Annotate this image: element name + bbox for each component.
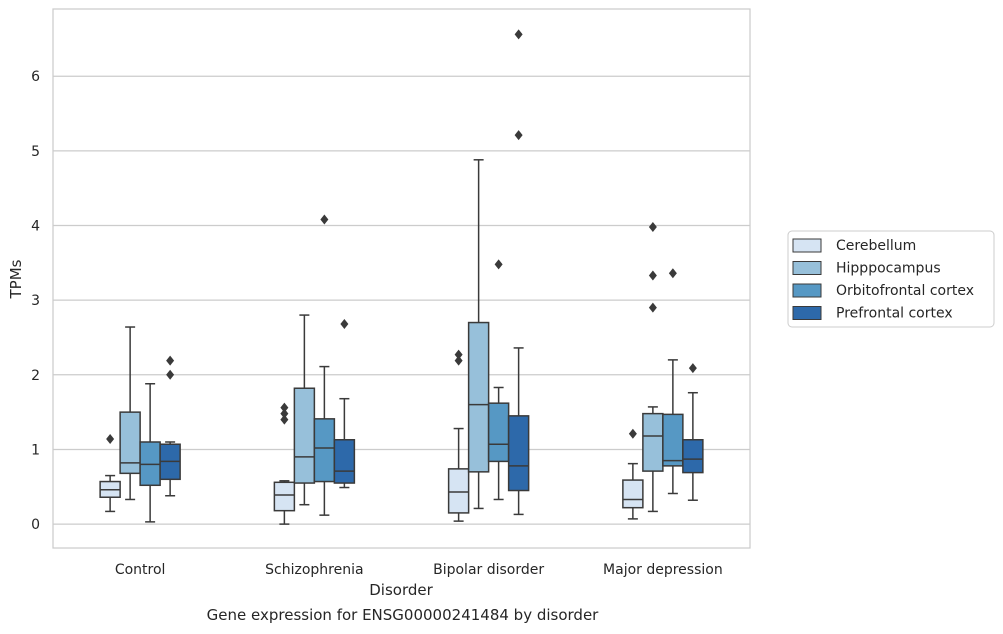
y-tick-label: 2 <box>31 368 40 384</box>
y-tick-labels: 0 1 2 3 4 5 6 <box>31 69 40 533</box>
box-iqr <box>119 411 141 475</box>
box-3-2 <box>507 29 530 516</box>
legend: Cerebellum Hipppocampus Orbitofrontal cort… <box>787 230 995 328</box>
box-1-1 <box>293 314 316 506</box>
box-3-0 <box>159 355 181 497</box>
outlier-point <box>166 355 175 366</box>
box-iqr <box>293 387 316 484</box>
box-iqr <box>622 479 644 509</box>
box-iqr <box>333 439 356 484</box>
box-3-3 <box>682 363 704 501</box>
outlier-point <box>454 349 463 360</box>
outlier-point <box>340 319 349 330</box>
legend-frame <box>787 230 995 328</box>
box-2-0 <box>139 383 161 523</box>
legend-label: Prefrontal cortex <box>836 306 953 322</box>
outlier-point <box>514 29 523 40</box>
y-tick-label: 5 <box>31 144 40 160</box>
box-1-3 <box>642 221 664 513</box>
box-iqr <box>642 412 664 472</box>
x-axis-label: Disorder <box>369 581 433 599</box>
legend-label: Orbitofrontal cortex <box>836 283 974 299</box>
legend-label: Hipppocampus <box>836 261 941 277</box>
legend-label: Cerebellum <box>836 238 916 254</box>
box-iqr <box>507 415 530 492</box>
outlier-point <box>106 434 115 445</box>
legend-swatch <box>792 283 822 298</box>
box-iqr <box>467 321 490 473</box>
box-2-2 <box>487 259 510 501</box>
box-2-1 <box>313 214 336 516</box>
box-0-0 <box>99 434 121 513</box>
y-tick-label: 1 <box>31 442 40 458</box>
box-0-1 <box>273 402 296 525</box>
y-tick-label: 3 <box>31 293 40 309</box>
box-iqr <box>273 481 296 512</box>
box-0-2 <box>447 349 470 522</box>
x-tick-label: Schizophrenia <box>265 562 363 578</box>
x-tick-label: Major depression <box>603 562 723 578</box>
box-iqr <box>682 439 704 474</box>
box-iqr <box>447 468 470 514</box>
outlier-point <box>454 355 463 366</box>
outlier-point <box>280 414 289 425</box>
outlier-point <box>648 302 657 313</box>
figure-caption: Gene expression for ENSG00000241484 by d… <box>206 606 599 624</box>
outlier-point <box>494 259 503 270</box>
box-iqr <box>313 418 336 483</box>
outlier-point <box>648 221 657 232</box>
outlier-point <box>648 270 657 281</box>
y-axis-label: TPMs <box>7 259 25 299</box>
y-tick-label: 0 <box>31 517 40 533</box>
x-tick-label: Control <box>115 562 166 578</box>
box-3-1 <box>333 319 356 489</box>
box-2-3 <box>662 268 684 495</box>
outlier-point <box>320 214 329 225</box>
box-iqr <box>487 402 510 463</box>
outlier-point <box>166 369 175 380</box>
box-0-3 <box>622 428 644 520</box>
outlier-point <box>628 428 637 439</box>
y-tick-label: 4 <box>31 218 40 234</box>
x-tick-labels: Control Schizophrenia Bipolar disorder Majo… <box>115 562 723 578</box>
y-tick-label: 6 <box>31 69 40 85</box>
legend-swatch <box>792 306 822 320</box>
x-tick-label: Bipolar disorder <box>433 562 544 578</box>
box-iqr <box>662 413 684 467</box>
outlier-point <box>514 130 523 141</box>
outlier-point <box>280 402 289 413</box>
outlier-point <box>280 408 289 419</box>
box-1-0 <box>119 326 141 501</box>
box-groups <box>99 29 704 525</box>
plot-frame <box>52 8 751 549</box>
legend-swatch <box>792 261 822 275</box>
outlier-point <box>688 363 697 374</box>
legend-swatch <box>792 238 822 253</box>
outlier-point <box>668 268 677 279</box>
box-1-2 <box>467 159 490 510</box>
